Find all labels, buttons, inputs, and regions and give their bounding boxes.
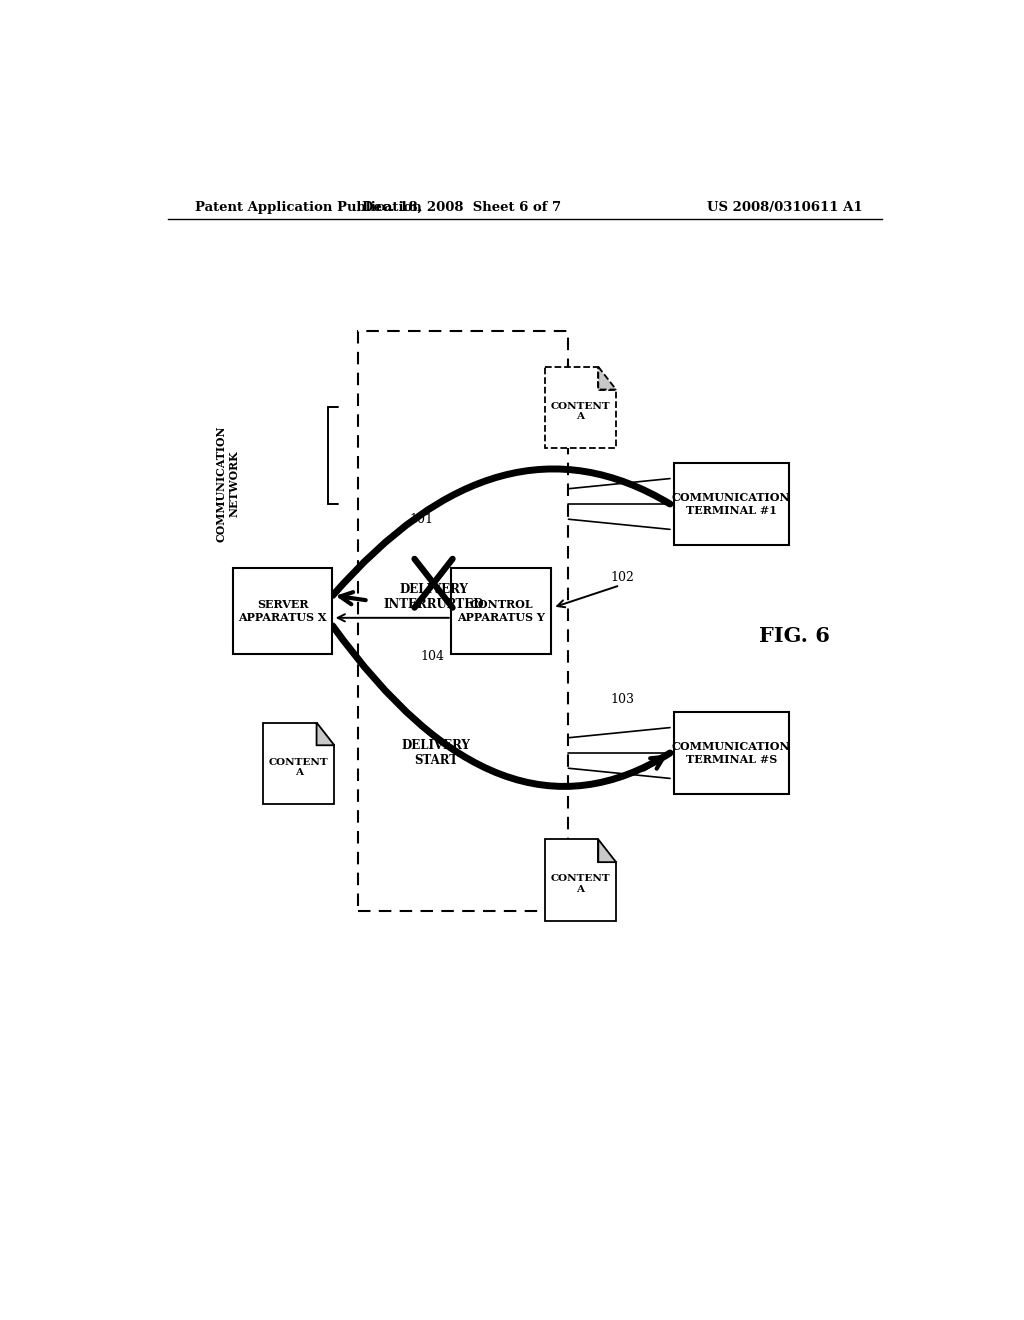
Text: SERVER
APPARATUS X: SERVER APPARATUS X — [239, 599, 327, 623]
Polygon shape — [598, 367, 616, 389]
Text: Patent Application Publication: Patent Application Publication — [196, 201, 422, 214]
Text: COMMUNICATION
NETWORK: COMMUNICATION NETWORK — [215, 425, 239, 543]
Text: FIG. 6: FIG. 6 — [759, 626, 830, 645]
Text: CONTENT
A: CONTENT A — [551, 874, 610, 894]
Text: CONTROL
APPARATUS Y: CONTROL APPARATUS Y — [457, 599, 545, 623]
Text: 102: 102 — [610, 570, 635, 583]
Bar — [233, 568, 333, 653]
Polygon shape — [263, 722, 334, 804]
Text: DELIVERY
INTERRUPTED: DELIVERY INTERRUPTED — [383, 583, 483, 611]
Polygon shape — [545, 840, 616, 921]
Bar — [358, 331, 568, 911]
Polygon shape — [545, 367, 616, 447]
Bar — [674, 713, 788, 793]
Text: 104: 104 — [420, 649, 444, 663]
Text: Dec. 18, 2008  Sheet 6 of 7: Dec. 18, 2008 Sheet 6 of 7 — [361, 201, 561, 214]
Polygon shape — [316, 722, 334, 746]
Bar — [674, 463, 788, 545]
Bar — [452, 568, 551, 653]
Text: US 2008/0310611 A1: US 2008/0310611 A1 — [708, 201, 863, 214]
Text: 103: 103 — [610, 693, 635, 706]
Text: COMMUNICATION
TERMINAL #1: COMMUNICATION TERMINAL #1 — [672, 492, 791, 516]
Text: COMMUNICATION
TERMINAL #S: COMMUNICATION TERMINAL #S — [672, 741, 791, 764]
Text: CONTENT
A: CONTENT A — [551, 401, 610, 421]
Text: CONTENT
A: CONTENT A — [269, 758, 329, 777]
Text: 101: 101 — [410, 512, 434, 525]
Text: DELIVERY
START: DELIVERY START — [401, 739, 470, 767]
Polygon shape — [598, 840, 616, 862]
